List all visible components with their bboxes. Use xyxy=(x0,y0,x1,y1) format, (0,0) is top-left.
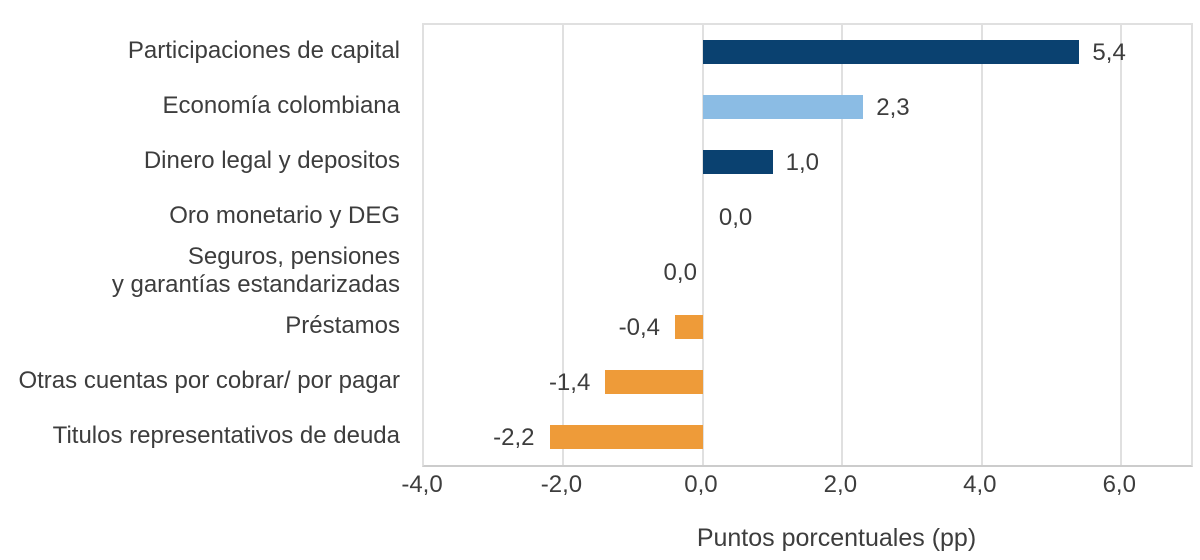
x-tick-label: -2,0 xyxy=(540,471,583,498)
category-labels: Participaciones de capital Economía colom… xyxy=(0,23,400,463)
category-label: Titulos representativos de deuda xyxy=(52,421,400,449)
gridline xyxy=(841,25,844,465)
bar xyxy=(675,315,703,339)
x-tick-label: 2,0 xyxy=(823,471,858,498)
category-label: Seguros, pensiones y garantías estandari… xyxy=(111,242,400,298)
plot-area: 5,4 2,3 1,0 0,0 0,0 -0,4 -1,4 -2,2 xyxy=(422,23,1193,467)
bar xyxy=(702,40,1080,64)
gridline xyxy=(980,25,983,465)
category-label: Economía colombiana xyxy=(162,91,400,119)
value-label: -2,2 xyxy=(493,423,535,451)
x-tick-label: 6,0 xyxy=(1102,471,1136,498)
bar xyxy=(702,95,864,119)
category-label: Préstamos xyxy=(285,311,400,339)
value-label: 2,3 xyxy=(876,93,910,121)
value-label: 0,0 xyxy=(718,203,753,231)
category-label: Participaciones de capital xyxy=(127,36,400,64)
gridline xyxy=(1120,25,1123,465)
x-tick-label: 4,0 xyxy=(963,471,997,498)
x-tick-label: -4,0 xyxy=(401,471,443,498)
value-label: -1,4 xyxy=(548,368,591,396)
x-axis-tick-labels: -4,0 -2,0 0,0 2,0 4,0 6,0 xyxy=(401,471,1193,501)
category-label: Dinero legal y depositos xyxy=(143,146,400,174)
value-label: 0,0 xyxy=(663,258,697,286)
x-axis-title: Puntos porcentuales (pp) xyxy=(696,524,977,552)
category-label: Oro monetario y DEG xyxy=(169,201,400,229)
x-tick-label: 0,0 xyxy=(684,471,718,498)
bar xyxy=(605,370,703,394)
bar xyxy=(549,425,703,449)
category-label: Otras cuentas por cobrar/ por pagar xyxy=(18,366,400,394)
value-label: 1,0 xyxy=(785,148,819,176)
gridline xyxy=(701,25,704,465)
value-label: -0,4 xyxy=(618,313,661,341)
bar xyxy=(702,150,773,174)
gridline xyxy=(562,25,565,465)
value-label: 5,4 xyxy=(1092,38,1126,66)
